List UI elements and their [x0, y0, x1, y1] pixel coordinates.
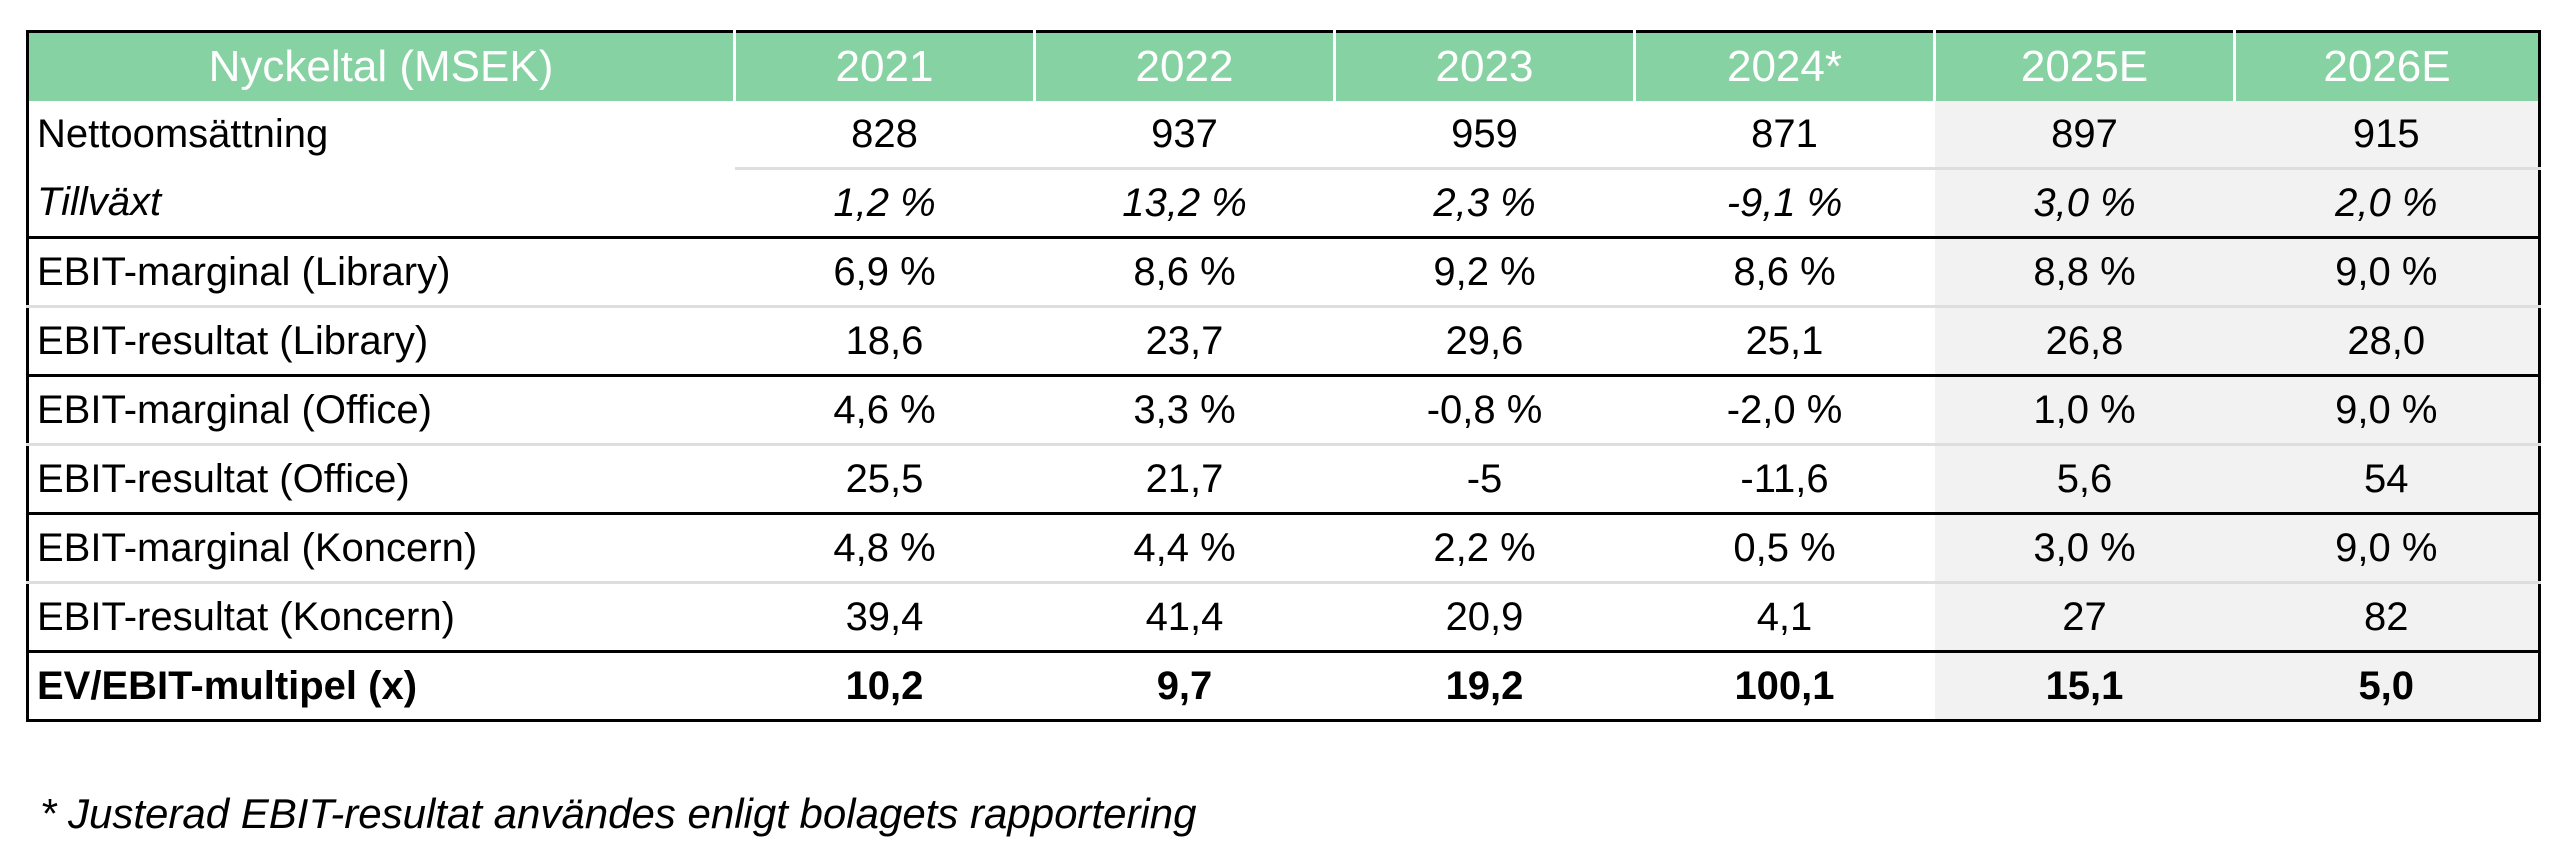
- table-cell: 937: [1034, 101, 1335, 170]
- row-label: Tillväxt: [27, 168, 735, 239]
- header-cell-2021: 2021: [733, 31, 1035, 101]
- table-cell: 3,3 %: [1034, 375, 1335, 446]
- table-cell: 29,6: [1334, 306, 1635, 377]
- table-cell: 9,7: [1156, 663, 1213, 708]
- table-cell-estimate: 3,0 %: [1934, 168, 2235, 239]
- header-cell-2025e: 2025E: [1933, 31, 2235, 101]
- table-cell-estimate: 915: [2234, 101, 2540, 170]
- table-cell: 2,3 %: [1334, 168, 1635, 239]
- table-cell: 25,5: [734, 444, 1035, 515]
- table-cell: 2,2 %: [1334, 513, 1635, 584]
- table-row: EBIT-marginal (Library) 6,9 % 8,6 % 9,2 …: [27, 237, 2540, 308]
- header-cell-2023: 2023: [1333, 31, 1635, 101]
- table-cell-estimate: 54: [2234, 444, 2540, 515]
- table-cell: 1,2 %: [734, 168, 1035, 239]
- table-cell-estimate: 897: [1934, 101, 2235, 170]
- table-cell: 4,8 %: [734, 513, 1035, 584]
- row-label: EBIT-marginal (Office): [27, 375, 735, 446]
- table-cell: 10,2: [845, 663, 924, 708]
- table-cell-estimate: 5,6: [1934, 444, 2235, 515]
- table-row: EBIT-resultat (Office) 25,5 21,7 -5 -11,…: [27, 444, 2540, 515]
- table-cell-estimate: 5,0: [2234, 651, 2540, 721]
- table-cell: 4,1: [1634, 582, 1935, 653]
- table-cell: 8,6 %: [1034, 237, 1335, 308]
- row-label: EBIT-marginal (Library): [27, 237, 735, 308]
- table-row: EBIT-resultat (Library) 18,6 23,7 29,6 2…: [27, 306, 2540, 377]
- table-cell: -2,0 %: [1634, 375, 1935, 446]
- row-label: EV/EBIT-multipel (x): [37, 663, 418, 708]
- table-cell-estimate: 9,0 %: [2234, 375, 2540, 446]
- table-cell: 6,9 %: [734, 237, 1035, 308]
- header-row: Nyckeltal (MSEK) 2021 2022 2023 2024* 20…: [27, 31, 2540, 101]
- table-cell-estimate: 9,0 %: [2234, 513, 2540, 584]
- table-cell: 0,5 %: [1634, 513, 1935, 584]
- table-cell: 13,2 %: [1034, 168, 1335, 239]
- table-row: Tillväxt 1,2 % 13,2 % 2,3 % -9,1 % 3,0 %…: [27, 168, 2540, 239]
- table-cell: 21,7: [1034, 444, 1335, 515]
- table-cell-estimate: 82: [2234, 582, 2540, 653]
- row-label: EBIT-resultat (Office): [27, 444, 735, 515]
- table-row: EBIT-resultat (Koncern) 39,4 41,4 20,9 4…: [27, 582, 2540, 653]
- header-cell-2022: 2022: [1033, 31, 1335, 101]
- table-cell: 959: [1334, 101, 1635, 170]
- table-cell-estimate: 28,0: [2234, 306, 2540, 377]
- table-cell: 100,1: [1734, 663, 1835, 708]
- table-cell: -11,6: [1634, 444, 1935, 515]
- row-label: EBIT-marginal (Koncern): [27, 513, 735, 584]
- table-row: Nettoomsättning 828 937 959 871 897 915: [28, 101, 2540, 170]
- table-cell: 4,4 %: [1034, 513, 1335, 584]
- table-row-total: EV/EBIT-multipel (x) 10,2 9,7 19,2 100,1…: [28, 651, 2540, 721]
- table-cell: 4,6 %: [734, 375, 1035, 446]
- table-cell-estimate: 27: [1934, 582, 2235, 653]
- header-cell-2026e: 2026E: [2233, 31, 2540, 101]
- table-cell: 19,2: [1445, 663, 1524, 708]
- table-cell: -5: [1334, 444, 1635, 515]
- row-label: Nettoomsättning: [37, 112, 329, 157]
- table-cell-estimate: 1,0 %: [1934, 375, 2235, 446]
- table-cell: 871: [1634, 101, 1935, 170]
- row-label: EBIT-resultat (Library): [27, 306, 735, 377]
- table-cell-estimate: 3,0 %: [1934, 513, 2235, 584]
- header-cell-metric: Nyckeltal (MSEK): [27, 31, 735, 101]
- table-cell: -9,1 %: [1634, 168, 1935, 239]
- kpi-table: Nyckeltal (MSEK) 2021 2022 2023 2024* 20…: [26, 30, 2541, 722]
- table-cell-estimate: 9,0 %: [2234, 237, 2540, 308]
- footnote: * Justerad EBIT-resultat användes enligt…: [40, 790, 1197, 837]
- table-cell: 20,9: [1334, 582, 1635, 653]
- table-cell: 41,4: [1034, 582, 1335, 653]
- table-cell: 18,6: [734, 306, 1035, 377]
- table-row: EBIT-marginal (Koncern) 4,8 % 4,4 % 2,2 …: [27, 513, 2540, 584]
- table-cell: 828: [734, 101, 1035, 170]
- table-cell-estimate: 15,1: [1934, 651, 2235, 721]
- table-cell: 39,4: [734, 582, 1035, 653]
- table-cell: -0,8 %: [1334, 375, 1635, 446]
- table-cell: 23,7: [1034, 306, 1335, 377]
- header-cell-2024: 2024*: [1633, 31, 1935, 101]
- table-row: EBIT-marginal (Office) 4,6 % 3,3 % -0,8 …: [27, 375, 2540, 446]
- table-cell: 25,1: [1634, 306, 1935, 377]
- table-cell: 8,6 %: [1634, 237, 1935, 308]
- table-cell-estimate: 26,8: [1934, 306, 2235, 377]
- table-cell: 9,2 %: [1334, 237, 1635, 308]
- row-label: EBIT-resultat (Koncern): [27, 582, 735, 653]
- table-cell-estimate: 2,0 %: [2234, 168, 2540, 239]
- table-cell-estimate: 8,8 %: [1934, 237, 2235, 308]
